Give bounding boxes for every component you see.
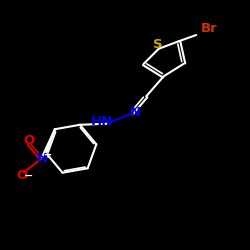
Text: +: + bbox=[44, 150, 52, 160]
Text: S: S bbox=[153, 38, 162, 51]
Text: O: O bbox=[17, 169, 28, 182]
Text: HN: HN bbox=[90, 115, 113, 128]
Text: −: − bbox=[24, 170, 33, 180]
Text: N: N bbox=[37, 152, 48, 165]
Text: O: O bbox=[23, 134, 34, 147]
Text: Br: Br bbox=[200, 22, 217, 35]
Text: N: N bbox=[130, 106, 141, 119]
